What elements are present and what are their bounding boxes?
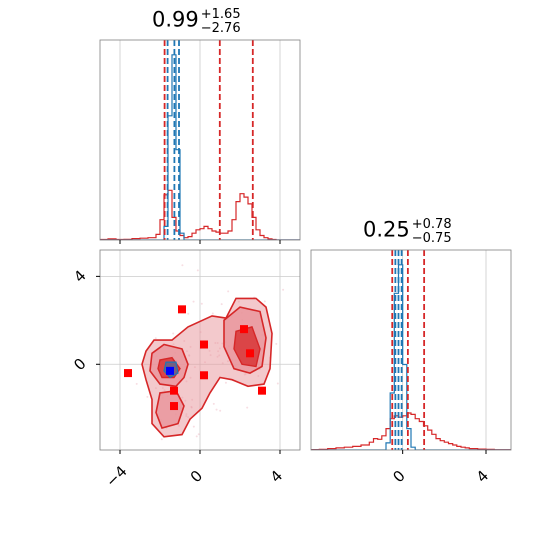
red-marker-5	[200, 371, 208, 380]
blue-marker-0	[166, 366, 174, 375]
red-marker-6	[170, 386, 178, 395]
joint-xtick-label-0: −4	[102, 462, 130, 490]
top-hist-series-0-step	[100, 189, 300, 240]
right-title-value: 0.25	[363, 217, 410, 242]
joint-sample-point	[219, 409, 222, 412]
joint-sample-point	[211, 312, 214, 315]
joint-sample-point	[275, 342, 278, 345]
right-hist-series-0-step	[311, 412, 511, 450]
joint-sample-point	[227, 290, 230, 293]
joint-sample-point	[282, 288, 285, 291]
joint-sample-point	[172, 332, 175, 335]
red-marker-3	[246, 349, 254, 358]
joint-xtick-label-2: 4	[267, 467, 286, 486]
joint-sample-point	[192, 425, 195, 428]
top-title-value: 0.99	[152, 7, 199, 32]
joint-sample-point	[160, 438, 163, 441]
joint-contour-group	[124, 264, 285, 441]
joint-sample-point	[276, 382, 279, 385]
red-marker-7	[258, 386, 266, 395]
joint-sample-point	[263, 300, 266, 303]
joint-sample-point	[197, 433, 200, 436]
top-title-minus: −2.76	[200, 21, 241, 36]
right-hist-series-group	[311, 250, 511, 450]
right-title-minus: −0.75	[411, 231, 452, 246]
joint-sample-point	[154, 337, 157, 340]
right-hist-series-1-step	[311, 264, 511, 450]
joint-xtick-label-1: 0	[187, 467, 206, 486]
red-marker-0	[178, 305, 186, 314]
top-histogram	[99, 39, 301, 244]
joint-sample-point	[215, 408, 218, 411]
joint-sample-point	[224, 381, 227, 384]
joint-sample-point	[135, 382, 138, 385]
joint-sample-point	[246, 406, 249, 409]
top-histogram-title: 0.99 +1.65 −2.76	[152, 8, 241, 36]
right-title-plus: +0.78	[411, 217, 452, 232]
joint-sample-point	[220, 303, 223, 306]
joint-sample-point	[192, 300, 195, 303]
red-marker-2	[200, 340, 208, 349]
joint-ytick-label-1: 4	[70, 267, 89, 286]
joint-sample-point	[195, 435, 198, 438]
right-hist-frame	[310, 249, 512, 451]
joint-ytick-label-0: 0	[70, 355, 89, 374]
right-histogram-title: 0.25 +0.78 −0.75	[363, 218, 452, 246]
right-hist-background	[311, 250, 511, 450]
joint-sample-point	[181, 264, 184, 267]
joint-contour-plot: −4 0 4 0 4	[70, 249, 301, 491]
red-marker-4	[124, 369, 132, 378]
red-marker-1	[240, 325, 248, 334]
joint-sample-point	[212, 402, 215, 405]
joint-sample-point	[196, 269, 199, 272]
joint-sample-point	[200, 302, 203, 305]
red-marker-8	[170, 402, 178, 411]
joint-sample-point	[187, 312, 190, 315]
right-hist-xtick-label-1: 4	[473, 467, 492, 486]
top-title-plus: +1.65	[200, 7, 241, 22]
right-hist-xtick-label-0: 0	[389, 467, 408, 486]
top-hist-series-group	[100, 40, 300, 240]
joint-sample-point	[146, 395, 149, 398]
